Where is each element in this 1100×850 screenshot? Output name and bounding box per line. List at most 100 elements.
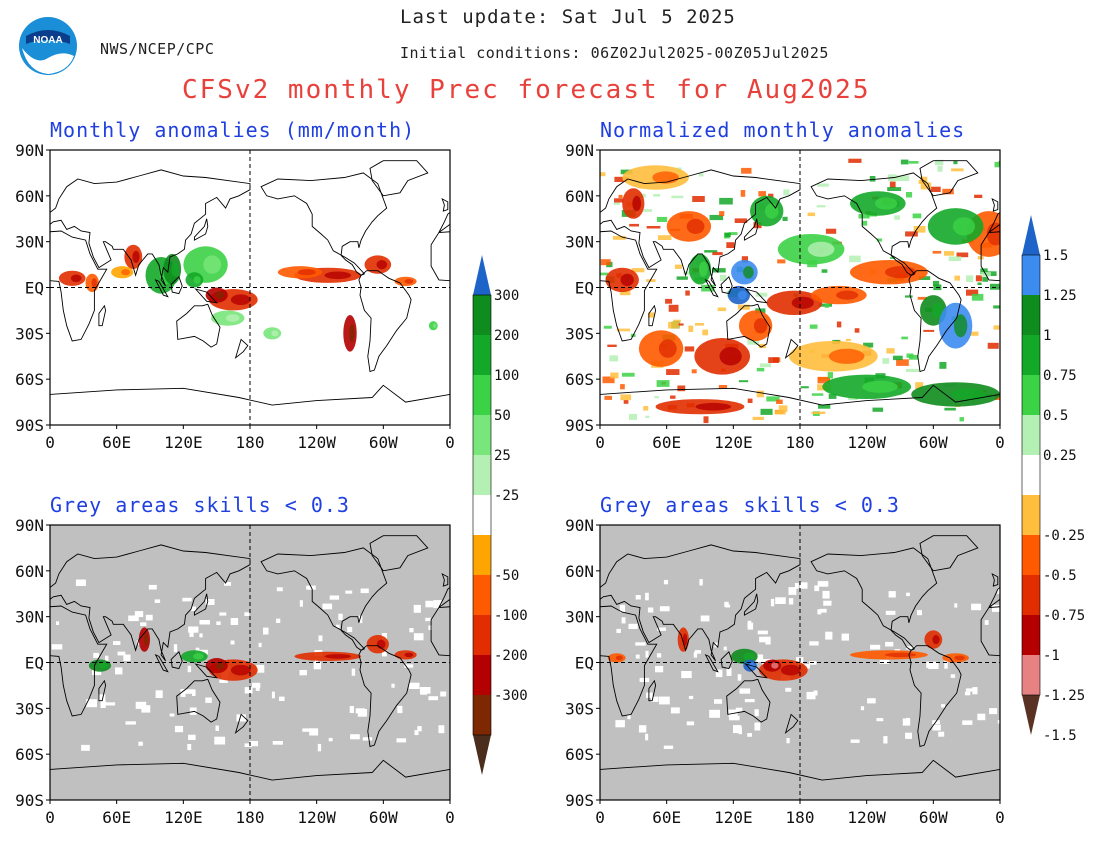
anomaly-core [986, 222, 1000, 246]
anomaly-patch [698, 173, 704, 177]
skill-patch [329, 595, 340, 600]
anomaly-patch [890, 256, 896, 259]
south-america-coastline [908, 645, 962, 748]
skill-patch [616, 628, 621, 633]
uk-coastline [441, 197, 449, 212]
lat-label: 30S [565, 324, 594, 343]
anomaly-patch [935, 159, 944, 166]
skill-patch [885, 610, 896, 615]
anomaly-patch [756, 390, 764, 398]
anomaly-core [743, 266, 754, 279]
colorbar-segment [1022, 415, 1040, 455]
skill-patch [906, 646, 915, 650]
new-guinea-coastline [194, 288, 218, 304]
skill-patch [747, 733, 752, 737]
anomaly-patch [893, 355, 903, 361]
anomaly-patch [913, 226, 926, 233]
borneo-coastline [720, 275, 733, 295]
skill-patch [964, 691, 971, 696]
colorbar-label: -0.75 [1043, 608, 1085, 624]
new-guinea-coastline [744, 288, 768, 304]
anomaly-patch [971, 293, 984, 301]
anomaly-patch [602, 376, 615, 384]
anomaly-patch [886, 348, 895, 354]
anomaly-patch [728, 232, 738, 235]
anomaly-patch [666, 369, 680, 375]
skill-patch [351, 668, 356, 676]
skill-patch [989, 708, 998, 715]
anomaly-patch [737, 304, 750, 310]
colorbar-segment [1022, 655, 1040, 695]
anomaly-core [230, 664, 251, 676]
skill-patch [51, 644, 63, 650]
anomaly-core [951, 388, 987, 401]
africa-coastline [50, 230, 108, 342]
skill-patch [276, 618, 281, 623]
south-america-coastline [908, 270, 962, 373]
skill-patch [135, 701, 147, 709]
lon-label: 60E [102, 808, 131, 827]
panel-title-tr: Normalized monthly anomalies [600, 118, 966, 142]
skill-patch [123, 654, 131, 661]
anomaly-patch [999, 157, 1000, 165]
anomaly-patch [939, 362, 947, 369]
skill-patch [349, 706, 354, 713]
greenland-coastline [369, 160, 429, 197]
greenland-coastline [369, 535, 429, 572]
skill-patch [428, 625, 432, 631]
north-america-coastline [260, 547, 388, 651]
anomaly-core [753, 318, 768, 334]
anomaly-patch [847, 397, 858, 401]
lat-label: 30S [565, 699, 594, 718]
skill-patch [230, 618, 239, 625]
skill-patch [408, 682, 420, 689]
anomaly-patch [861, 220, 868, 226]
skill-patch [271, 691, 275, 699]
anomaly-patch [959, 417, 964, 422]
anomaly-patch [933, 280, 940, 286]
skill-patch [709, 709, 720, 718]
lat-label: 30N [15, 233, 44, 252]
skill-patch [338, 613, 343, 621]
skill-patch [733, 725, 742, 734]
skill-patch [358, 615, 363, 624]
madagascar-coastline [648, 679, 657, 702]
skill-patch [681, 671, 692, 679]
skill-patch [335, 624, 340, 629]
lon-label: 0 [45, 433, 55, 452]
anomaly-patch [623, 400, 629, 404]
skill-patch [92, 669, 102, 676]
europe-asia-coastline [50, 169, 251, 287]
anomaly-patch [600, 172, 606, 177]
anomaly-patch [824, 303, 830, 308]
colorbar-label: 200 [494, 328, 519, 344]
skill-patch [417, 726, 422, 732]
colorbar-segment [473, 655, 491, 695]
skill-patch [184, 689, 195, 694]
anomaly-patch [646, 226, 661, 229]
anomaly-patch [876, 238, 883, 242]
skill-patch [140, 622, 147, 626]
skill-patch [404, 664, 414, 668]
lat-label: 90N [15, 141, 44, 160]
anomaly-core [828, 348, 865, 364]
anomaly-core [432, 323, 437, 328]
colorbar-label: -25 [494, 488, 519, 504]
anomaly-patch [776, 399, 783, 404]
anomaly-patch [906, 368, 920, 372]
anomaly-patch [695, 323, 704, 326]
anomaly-patch [734, 218, 748, 223]
skill-patch [659, 696, 670, 705]
skill-patch [938, 731, 945, 737]
australia-coastline [176, 303, 221, 348]
skill-patch [322, 603, 333, 610]
new-guinea-coastline [744, 663, 768, 679]
lat-label: 90N [565, 516, 594, 535]
anomaly-core [193, 276, 201, 284]
skill-patch [182, 597, 192, 602]
anomaly-patch [817, 376, 830, 384]
anomaly-patch [818, 404, 831, 409]
anomaly-core [404, 652, 414, 658]
borneo-coastline [170, 650, 183, 670]
